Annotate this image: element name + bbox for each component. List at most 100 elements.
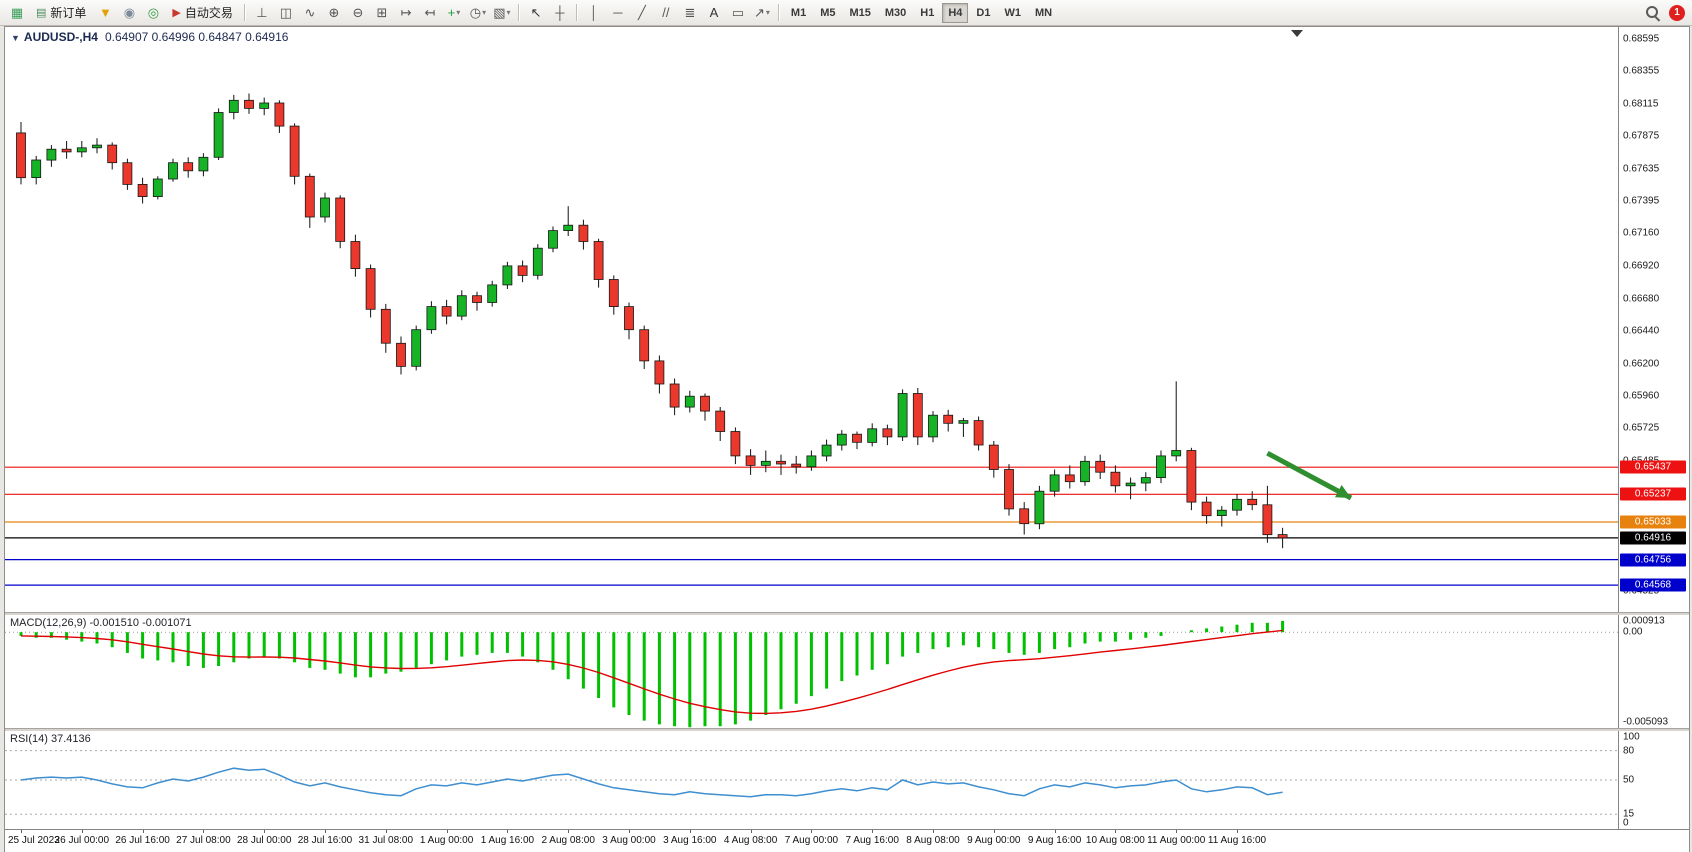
time-axis-label: 1 Aug 16:00 [480, 835, 535, 846]
macd-panel[interactable]: MACD(12,26,9) -0.001510 -0.001071 [5, 615, 1618, 728]
rsi-panel[interactable]: RSI(14) 37.4136 [5, 731, 1618, 829]
tile-windows-icon[interactable]: ⊞ [370, 2, 394, 24]
line-chart-icon[interactable]: ∿ [298, 2, 322, 24]
dropdown-caret-icon: ▾ [506, 7, 511, 17]
time-axis-tick [750, 830, 752, 833]
rsi-axis-label: 50 [1623, 774, 1635, 786]
search-icon[interactable] [1645, 5, 1661, 21]
candle [882, 424, 893, 446]
auto-scroll-icon[interactable]: ↦ [394, 2, 418, 24]
timeframe-mn[interactable]: MN [1034, 6, 1053, 19]
candle [943, 409, 954, 432]
rsi-axis[interactable]: 100 80 50 15 0 [1618, 731, 1688, 829]
periods-icon: ◷ [469, 5, 482, 20]
horizontal-lines-layer [5, 466, 1618, 586]
chart-shift-marker[interactable] [1291, 30, 1303, 37]
panel-separator[interactable] [5, 728, 1689, 731]
candle [654, 355, 665, 394]
vertical-line-icon[interactable]: │ [582, 2, 606, 24]
time-axis-label: 28 Jul 00:00 [236, 835, 292, 846]
time-axis[interactable]: 25 Jul 2023 26 Jul 00:00 26 Jul 16:00 27 Ju… [5, 829, 1689, 852]
time-axis-tick [81, 830, 83, 833]
indicators-icon[interactable]: + ▾ [442, 2, 466, 24]
price-tag-0.64916: 0.64916 [1620, 531, 1686, 545]
zoom-out-icon: ⊖ [352, 5, 364, 20]
candle [1171, 381, 1182, 462]
candle [426, 301, 437, 334]
timeframe-m1[interactable]: M1 [790, 6, 807, 19]
profiles-icon[interactable]: ▼ [93, 2, 117, 24]
new-order-button-label: 新订单 [50, 6, 87, 20]
candle [456, 290, 467, 321]
market-watch-icon: ◉ [123, 5, 136, 20]
timeframe-m30[interactable]: M30 [884, 6, 907, 19]
time-axis-tick [629, 830, 630, 833]
new-order-button[interactable]: ▤ 新订单 [29, 3, 93, 23]
text-icon[interactable]: A [702, 2, 726, 24]
new-chart-icon[interactable]: ▦ [5, 2, 29, 24]
panel-separator[interactable] [5, 612, 1689, 615]
templates-icon[interactable]: ▧ ▾ [490, 2, 514, 24]
candles-layer [16, 93, 1288, 549]
candle [912, 388, 923, 446]
periods-icon[interactable]: ◷ ▾ [466, 2, 490, 24]
candle [548, 226, 558, 253]
timeframe-h4[interactable]: H4 [942, 2, 969, 23]
macd-chart-svg [5, 620, 1618, 728]
price-tag-0.65237: 0.65237 [1620, 487, 1686, 501]
time-axis-label: 4 Aug 08:00 [723, 835, 778, 846]
notifications-badge[interactable]: 1 [1669, 4, 1685, 21]
candle [1216, 506, 1227, 527]
candlestick-chart-icon[interactable]: ◫ [274, 2, 298, 24]
time-axis-tick [264, 830, 266, 833]
candle [730, 427, 741, 465]
timeframe-w1[interactable]: W1 [1004, 6, 1021, 19]
price-chart[interactable]: ▼ AUDUSD-,H4 0.64907 0.64996 0.64847 0.649… [5, 27, 1618, 612]
price-axis-label: 0.67160 [1623, 227, 1660, 239]
timeframe-m5[interactable]: M5 [820, 6, 836, 19]
community-icon[interactable]: ◎ [141, 2, 165, 24]
text-label-icon[interactable]: ▭ [726, 2, 750, 24]
chart-collapse-icon[interactable]: ▼ [11, 33, 20, 43]
zoom-in-icon[interactable]: ⊕ [322, 2, 346, 24]
candle [213, 108, 224, 160]
timeframe-d1[interactable]: D1 [976, 6, 991, 19]
timeframe-m15[interactable]: M15 [849, 6, 871, 19]
crosshair-icon[interactable]: ┼ [548, 2, 572, 24]
candle [806, 450, 817, 471]
candle [532, 244, 543, 280]
timeframe-h1[interactable]: H1 [920, 6, 935, 19]
trendline-icon[interactable]: ╱ [630, 2, 654, 24]
time-axis-tick [446, 830, 448, 833]
chart-window: ▼ AUDUSD-,H4 0.64907 0.64996 0.64847 0.649… [4, 26, 1690, 852]
time-axis-label: 10 Aug 08:00 [1085, 835, 1145, 846]
chart-shift-icon[interactable]: ↤ [418, 2, 442, 24]
bar-chart-icon[interactable]: ⊥ [250, 2, 274, 24]
trendline-icon: ╱ [637, 5, 646, 20]
candle [472, 291, 482, 311]
vertical-line-icon: │ [589, 5, 598, 20]
auto-trading-button[interactable]: ▶ 自动交易 [165, 3, 239, 23]
horizontal-line-icon[interactable]: ─ [606, 2, 630, 24]
macd-label: MACD(12,26,9) -0.001510 -0.001071 [10, 617, 192, 629]
channel-icon[interactable]: // [654, 2, 678, 24]
candle [897, 389, 908, 441]
zoom-out-icon[interactable]: ⊖ [346, 2, 370, 24]
time-axis-label: 8 Aug 08:00 [906, 835, 960, 846]
candle [1156, 450, 1166, 484]
sell-signal-arrow[interactable] [1266, 450, 1353, 501]
price-tag-0.64568: 0.64568 [1620, 578, 1686, 592]
market-watch-icon[interactable]: ◉ [117, 2, 141, 24]
time-axis-tick [1237, 830, 1238, 833]
cursor-icon[interactable]: ↖ [524, 2, 548, 24]
arrows-icon[interactable]: ↗ ▾ [750, 2, 774, 24]
chart-shift-icon: ↤ [424, 5, 436, 20]
candlestick-chart-icon: ◫ [279, 5, 293, 20]
macd-axis[interactable]: 0.000913 0.00 -0.005093 [1618, 615, 1688, 728]
time-axis-tick [568, 830, 570, 833]
candle [380, 303, 391, 353]
fibonacci-icon[interactable]: ≣ [678, 2, 702, 24]
candle [1049, 469, 1060, 497]
line-chart-icon: ∿ [304, 5, 316, 20]
price-axis[interactable]: 0.68595 0.68355 0.68115 0.67875 0.67635 0.673… [1618, 27, 1688, 612]
